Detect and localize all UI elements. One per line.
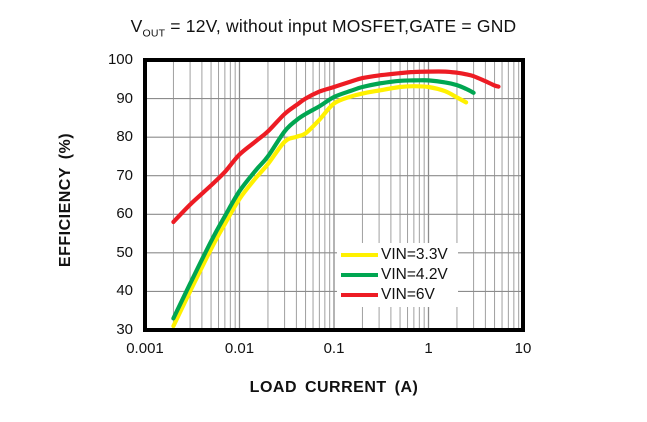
x-axis-title: LOAD CURRENT (A) [249,379,419,396]
y-tick-label-50: 50 [116,243,133,261]
legend-line-swatch [341,272,378,278]
x-tick-label-1: 1 [424,340,433,357]
x-tick-label-0.001: 0.001 [126,340,164,357]
title-text: = 12V, without input MOSFET,GATE = GND [165,16,517,36]
y-tick-label-60: 60 [116,205,133,223]
curve-vin-4.2v [171,78,476,321]
legend-row: VIN=4.2V [341,265,448,285]
legend: VIN=3.3V VIN=4.2V VIN=6V [337,243,458,307]
x-tick-label-0.1: 0.1 [323,340,345,357]
x-tick-label-10: 10 [514,340,532,357]
y-tick-label-40: 40 [116,282,133,300]
curve-vin-3.3v [171,84,469,329]
y-tick-label-30: 30 [116,321,133,338]
legend-line-swatch [341,252,378,258]
legend-label: VIN=6V [381,286,435,303]
legend-line-swatch [341,292,378,298]
x-tick-label-0.01: 0.01 [224,340,255,357]
title-vout-prefix: V [130,16,143,36]
y-tick-label-80: 80 [116,128,133,146]
curve-vin-6v [171,69,501,225]
legend-label: VIN=3.3V [381,246,448,263]
y-tick-label-70: 70 [116,166,133,184]
legend-row: VIN=3.3V [341,245,448,265]
y-tick-label-100: 100 [107,51,133,68]
y-tick-label-90: 90 [116,89,133,107]
legend-row: VIN=6V [341,285,448,305]
plot-frame [143,58,525,332]
title-vout-subscript: OUT [142,27,166,40]
chart-title: VOUT = 12V, without input MOSFET,GATE = … [0,16,647,40]
legend-label: VIN=4.2V [381,266,448,283]
